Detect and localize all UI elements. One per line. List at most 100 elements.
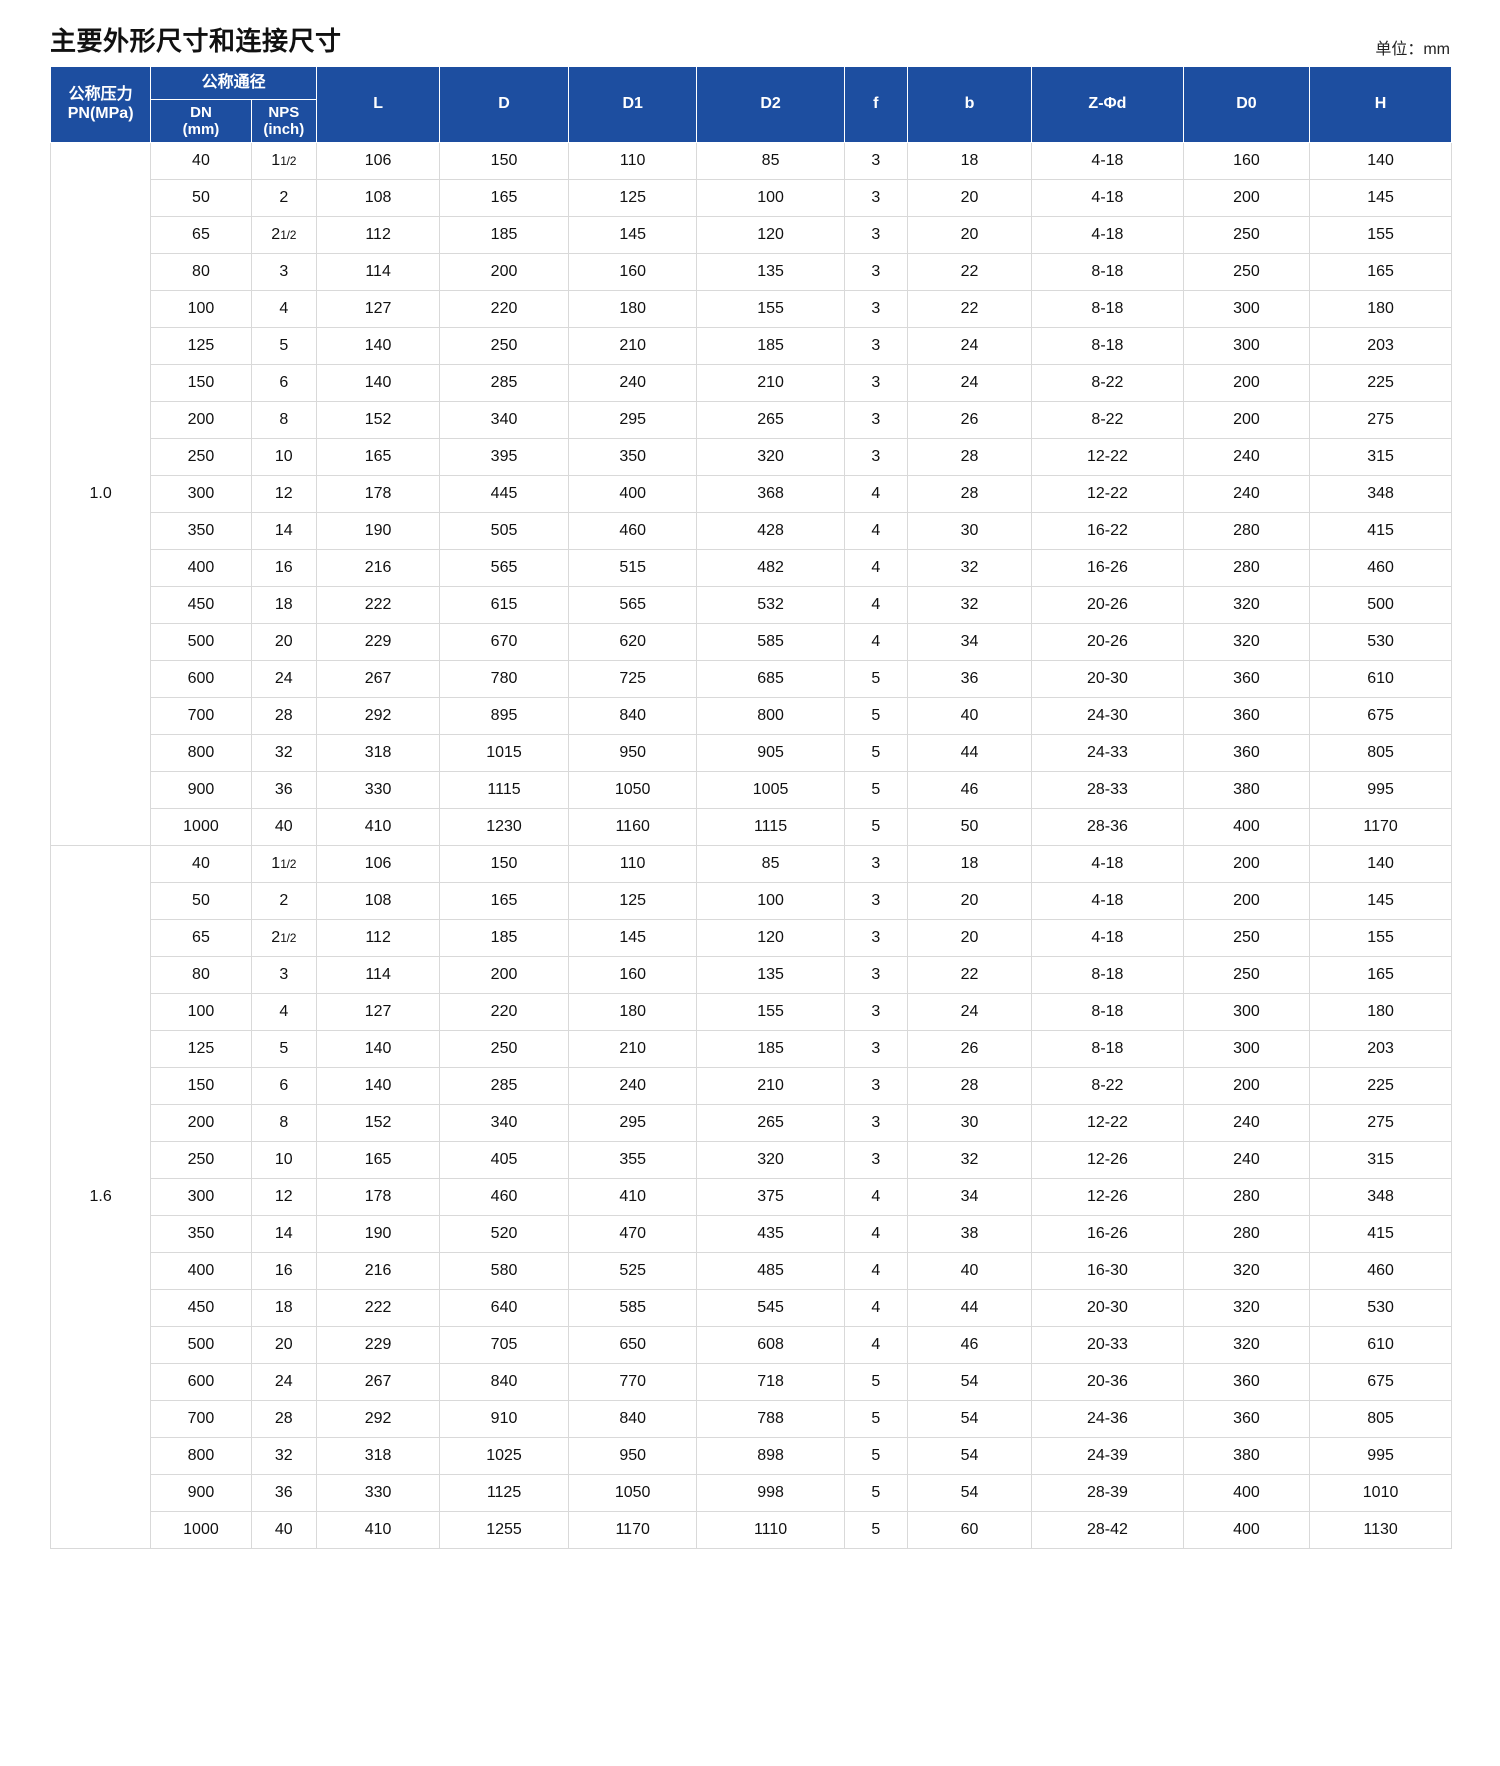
cell-d1: 950 [567, 1437, 698, 1475]
nps-fraction: 1/2 [280, 154, 297, 168]
cell-h: 140 [1309, 845, 1452, 883]
cell-nps: 10 [250, 438, 318, 476]
cell-f: 3 [843, 845, 908, 883]
cell-l: 114 [316, 253, 441, 291]
table-row: 450 18 222 615 565 532 4 32 20-26 320 500 [51, 586, 1452, 624]
col-header-b: b [906, 66, 1033, 143]
cell-d2: 120 [696, 919, 845, 957]
cell-d1: 210 [567, 327, 698, 365]
cell-f: 4 [843, 1289, 908, 1327]
col-header-dn: DN (mm) [150, 98, 252, 144]
cell-l: 140 [316, 364, 441, 402]
cell-d2: 265 [696, 1104, 845, 1142]
table-row: 80 3 114 200 160 135 3 22 8-18 250 165 [51, 956, 1452, 994]
cell-d0: 300 [1182, 1030, 1311, 1068]
cell-nps: 6 [250, 364, 318, 402]
table-row: 700 28 292 895 840 800 5 40 24-30 360 675 [51, 697, 1452, 735]
cell-f: 5 [843, 660, 908, 698]
col-header-f: f [843, 66, 908, 143]
cell-l: 108 [316, 882, 441, 920]
cell-d: 780 [439, 660, 569, 698]
cell-f: 4 [843, 623, 908, 661]
cell-h: 203 [1309, 1030, 1452, 1068]
nps-value: 4 [279, 1003, 289, 1020]
cell-nps: 40 [250, 1511, 318, 1549]
cell-h: 180 [1309, 290, 1452, 328]
cell-b: 26 [906, 1030, 1033, 1068]
cell-d: 910 [439, 1400, 569, 1438]
cell-nps: 3 [250, 956, 318, 994]
cell-d1: 210 [567, 1030, 698, 1068]
cell-h: 225 [1309, 1067, 1452, 1105]
cell-f: 3 [843, 179, 908, 217]
table-row: 350 14 190 520 470 435 4 38 16-26 280 415 [51, 1215, 1452, 1253]
cell-f: 5 [843, 1400, 908, 1438]
cell-l: 140 [316, 327, 441, 365]
table-row: 450 18 222 640 585 545 4 44 20-30 320 530 [51, 1289, 1452, 1327]
cell-d1: 525 [567, 1252, 698, 1290]
cell-nps: 21/2 [250, 919, 318, 957]
cell-zd: 8-18 [1031, 253, 1184, 291]
cell-b: 46 [906, 1326, 1033, 1364]
nps-value: 28 [274, 707, 293, 724]
cell-d: 185 [439, 919, 569, 957]
cell-d2: 428 [696, 512, 845, 550]
cell-b: 22 [906, 253, 1033, 291]
cell-b: 20 [906, 882, 1033, 920]
nps-value: 5 [279, 1040, 289, 1057]
cell-dn: 1000 [150, 1511, 252, 1549]
cell-b: 20 [906, 179, 1033, 217]
cell-nps: 32 [250, 1437, 318, 1475]
cell-nps: 6 [250, 1067, 318, 1105]
cell-h: 180 [1309, 993, 1452, 1031]
col-header-d: D [439, 66, 569, 143]
cell-zd: 20-30 [1031, 1289, 1184, 1327]
cell-b: 34 [906, 1178, 1033, 1216]
cell-dn: 400 [150, 1252, 252, 1290]
cell-h: 610 [1309, 1326, 1452, 1364]
cell-zd: 4-18 [1031, 845, 1184, 883]
cell-d: 640 [439, 1289, 569, 1327]
cell-f: 3 [843, 956, 908, 994]
cell-d: 1025 [439, 1437, 569, 1475]
nps-value: 12 [274, 1188, 293, 1205]
cell-l: 165 [316, 1141, 441, 1179]
cell-h: 315 [1309, 1141, 1452, 1179]
cell-d2: 85 [696, 142, 845, 180]
cell-l: 114 [316, 956, 441, 994]
cell-zd: 16-26 [1031, 549, 1184, 587]
cell-l: 165 [316, 438, 441, 476]
cell-f: 3 [843, 401, 908, 439]
cell-d1: 1160 [567, 808, 698, 846]
cell-d1: 125 [567, 882, 698, 920]
cell-f: 4 [843, 1252, 908, 1290]
cell-h: 805 [1309, 1400, 1452, 1438]
table-body: 1.0 40 11/2 106 150 110 85 3 18 4-18 160 140 50 2 108 1… [49, 142, 1452, 1549]
header-row-2: DN (mm) NPS (inch) [51, 98, 1452, 144]
cell-d: 220 [439, 993, 569, 1031]
cell-nps: 10 [250, 1141, 318, 1179]
cell-d2: 185 [696, 327, 845, 365]
cell-l: 229 [316, 623, 441, 661]
cell-dn: 450 [150, 586, 252, 624]
cell-f: 3 [843, 919, 908, 957]
table-row: 65 21/2 112 185 145 120 3 20 4-18 250 155 [51, 919, 1452, 957]
nps-fraction: 1/2 [280, 857, 297, 871]
cell-d: 1125 [439, 1474, 569, 1512]
cell-d0: 360 [1182, 1363, 1311, 1401]
cell-d0: 320 [1182, 623, 1311, 661]
cell-dn: 50 [150, 882, 252, 920]
cell-h: 1130 [1309, 1511, 1452, 1549]
cell-b: 54 [906, 1474, 1033, 1512]
cell-f: 3 [843, 993, 908, 1031]
cell-d0: 240 [1182, 1104, 1311, 1142]
cell-d0: 250 [1182, 919, 1311, 957]
cell-d: 405 [439, 1141, 569, 1179]
cell-dn: 900 [150, 1474, 252, 1512]
cell-d: 185 [439, 216, 569, 254]
cell-d0: 280 [1182, 1215, 1311, 1253]
table-row: 80 3 114 200 160 135 3 22 8-18 250 165 [51, 253, 1452, 291]
cell-b: 26 [906, 401, 1033, 439]
cell-d1: 160 [567, 956, 698, 994]
cell-f: 3 [843, 438, 908, 476]
